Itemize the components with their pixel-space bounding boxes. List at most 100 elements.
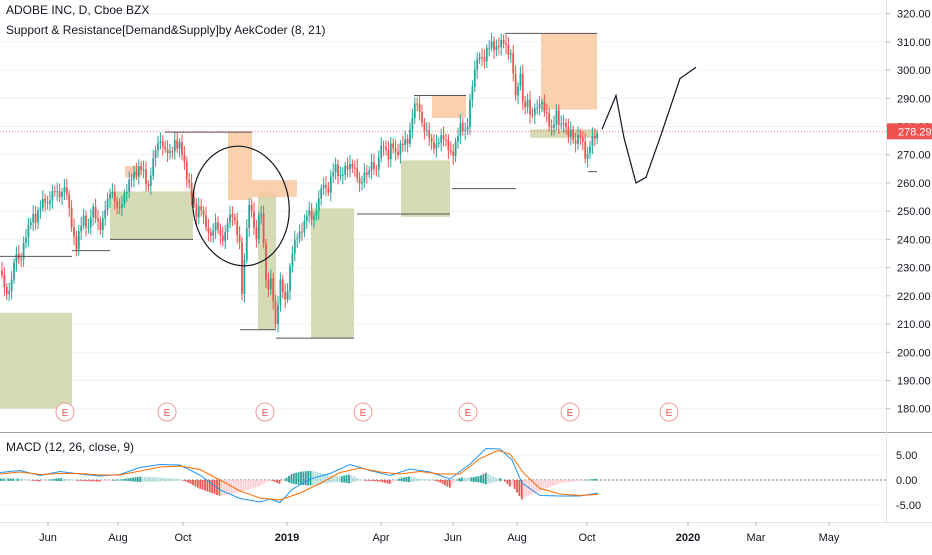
- macd-histogram-bar: [146, 476, 149, 482]
- macd-histogram-bar: [254, 480, 257, 488]
- candle-down: [53, 191, 56, 193]
- macd-axis[interactable]: 5.00 0.00 -5.00: [896, 450, 921, 512]
- drawings: [192, 66, 697, 267]
- candle-down: [529, 99, 531, 115]
- macd-legend[interactable]: MACD (12, 26, close, 9): [6, 440, 135, 454]
- macd-histogram-bar: [9, 478, 12, 481]
- candle-down: [365, 172, 368, 175]
- candle-up: [509, 53, 512, 56]
- macd-histogram-bar: [204, 480, 206, 491]
- candle-up: [128, 179, 131, 192]
- candle-down: [205, 215, 207, 228]
- time-label: Apr: [372, 532, 389, 544]
- time-label: Oct: [578, 532, 595, 544]
- macd-histogram-bar: [388, 480, 391, 484]
- macd-histogram-bar: [228, 480, 230, 495]
- candle-down: [351, 163, 354, 168]
- candle-down: [581, 137, 584, 142]
- macd-histogram-bar: [571, 480, 574, 482]
- candle-up: [92, 206, 95, 218]
- time-label: Jun: [444, 532, 462, 544]
- candle-down: [392, 143, 395, 149]
- candle-up: [260, 214, 263, 216]
- macd-histogram-bar: [487, 473, 490, 484]
- candle-up: [245, 228, 248, 260]
- macd-histogram-bar: [451, 480, 454, 486]
- macd-histogram-bar: [580, 480, 583, 481]
- candle-down: [531, 114, 534, 116]
- price-tick-label: 210.00: [897, 319, 931, 331]
- macd-histogram-bar: [324, 474, 326, 484]
- macd-histogram-bar: [292, 473, 295, 485]
- candle-down: [572, 129, 575, 141]
- candle-up: [399, 143, 402, 156]
- candle-down: [284, 291, 287, 300]
- candle-up: [82, 215, 85, 226]
- macd-tick-label: -5.00: [896, 500, 921, 512]
- candle-up: [106, 198, 109, 211]
- macd-histogram-bar: [561, 480, 564, 483]
- candle-up: [533, 108, 536, 116]
- macd-histogram-bar: [52, 478, 55, 481]
- candle-down: [195, 203, 198, 218]
- candle-down: [574, 140, 577, 144]
- candle-down: [521, 73, 524, 102]
- macd-histogram-bar: [115, 479, 118, 481]
- candle-up: [536, 108, 539, 110]
- candle-down: [353, 167, 356, 169]
- candle-down: [207, 227, 210, 233]
- macd-histogram-bar: [403, 477, 406, 482]
- macd-histogram-bar: [544, 480, 547, 489]
- candle-down: [442, 135, 445, 140]
- macd-histogram-bar: [201, 480, 204, 490]
- macd-histogram-bar: [62, 478, 65, 481]
- macd-tick-label: 5.00: [896, 450, 917, 462]
- macd-histogram-bar: [256, 480, 259, 488]
- symbol-title[interactable]: ADOBE INC, D, Cboe BZX: [6, 3, 150, 17]
- candle-up: [214, 222, 217, 231]
- candle-down: [505, 43, 507, 46]
- candle-down: [5, 287, 8, 295]
- candle-down: [217, 222, 219, 230]
- candle-up: [269, 278, 272, 290]
- candle-up: [389, 143, 392, 160]
- macd-histogram-bar: [393, 480, 396, 481]
- time-label: Aug: [108, 532, 128, 544]
- candle-down: [512, 53, 515, 74]
- candle-up: [404, 139, 407, 146]
- candle-up: [466, 126, 469, 130]
- candle-up: [15, 253, 18, 263]
- candle-down: [449, 150, 452, 152]
- candle-down: [565, 122, 567, 128]
- earnings-letter: E: [62, 408, 69, 419]
- demand-zone: [311, 208, 354, 339]
- candle-up: [27, 225, 30, 238]
- candle-down: [65, 187, 68, 195]
- candle-up: [32, 213, 35, 223]
- macd-histogram-bar: [576, 480, 578, 482]
- candle-down: [325, 184, 327, 188]
- macd-histogram-bar: [19, 478, 22, 481]
- candle-up: [257, 215, 260, 240]
- indicator-legend[interactable]: Support & Resistance[Demand&Supply]by Ae…: [6, 23, 326, 37]
- macd-pane: [0, 447, 886, 506]
- macd-histogram-bar: [552, 480, 554, 486]
- time-axis[interactable]: Jun Aug Oct 2019 Apr Jun Aug Oct 2020 Mar May: [39, 522, 840, 544]
- macd-histogram-bar: [504, 480, 506, 482]
- macd-histogram-bar: [400, 477, 403, 482]
- macd-histogram-bar: [537, 480, 540, 492]
- price-axis[interactable]: 320.00310.00300.00290.00280.00270.00260.…: [886, 9, 931, 416]
- macd-histogram-bar: [583, 480, 586, 481]
- macd-histogram-bar: [69, 479, 72, 481]
- candle-down: [445, 139, 447, 141]
- macd-histogram-bar: [112, 479, 115, 481]
- macd-histogram-bar: [64, 478, 67, 481]
- candle-up: [473, 69, 476, 87]
- candle-up: [322, 184, 325, 189]
- candle-down: [231, 214, 234, 218]
- candle-down: [524, 101, 527, 107]
- candle-down: [452, 151, 455, 157]
- macd-histogram-bar: [364, 480, 367, 481]
